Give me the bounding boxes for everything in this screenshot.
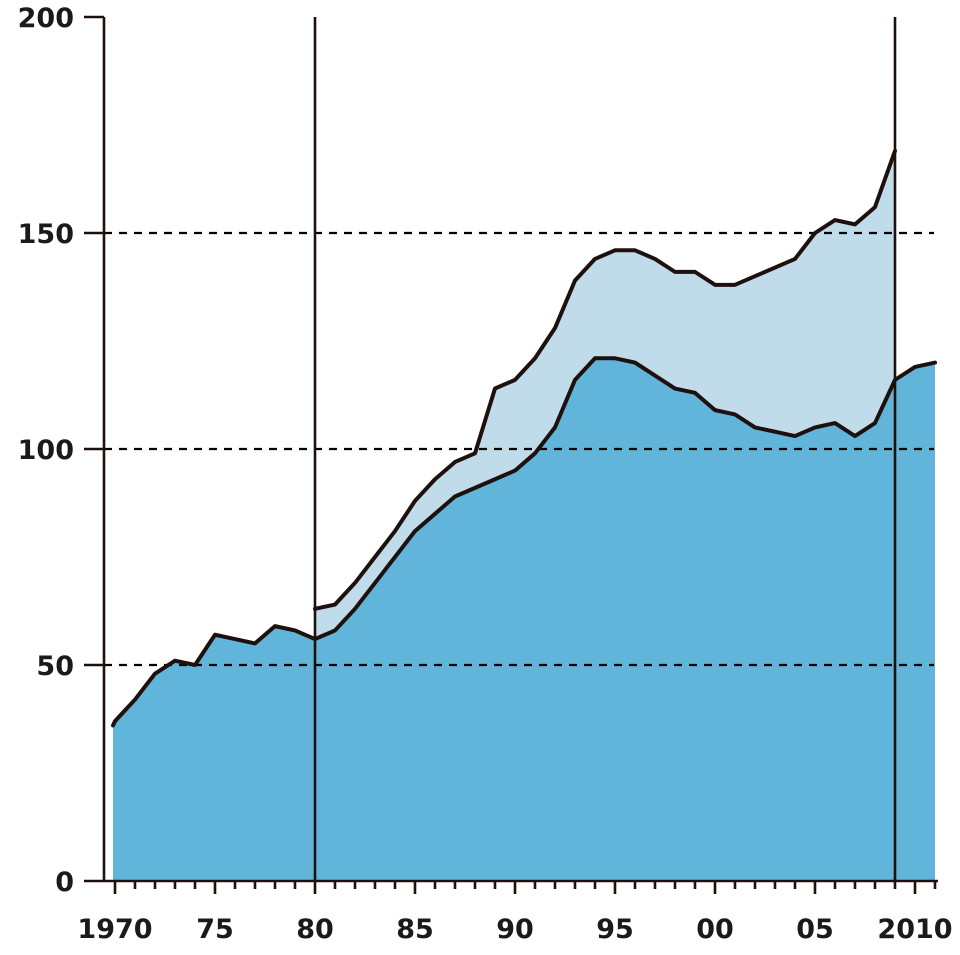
x-tick-label-1980: 80 <box>296 914 334 945</box>
series-line-lower <box>111 356 937 728</box>
x-tick-label-1985: 85 <box>396 914 434 945</box>
chart-areas <box>113 150 935 881</box>
chart-gridlines <box>104 231 934 667</box>
x-tick-label-1990: 90 <box>496 914 534 945</box>
series-line-upper <box>313 148 897 611</box>
area-upper-band <box>315 150 895 640</box>
chart-axes <box>84 15 938 894</box>
x-tick-label-2010: 2010 <box>877 914 952 945</box>
x-tick-label-2005: 05 <box>796 914 834 945</box>
x-tick-label-2000: 00 <box>696 914 734 945</box>
chart-series-lines <box>111 148 937 728</box>
chart-dividers <box>313 17 897 881</box>
x-tick-label-1970: 1970 <box>77 914 152 945</box>
chart-tick-labels: 0 50 100 150 200 1970 75 80 85 90 95 00 05 2010 <box>18 3 953 945</box>
y-tick-label-150: 150 <box>18 219 74 250</box>
x-tick-label-1975: 75 <box>196 914 234 945</box>
area-lower-series <box>113 358 935 881</box>
y-tick-label-100: 100 <box>18 435 74 466</box>
y-tick-label-200: 200 <box>18 3 74 34</box>
y-tick-label-0: 0 <box>55 867 74 898</box>
y-tick-label-50: 50 <box>36 651 74 682</box>
x-tick-label-1995: 95 <box>596 914 634 945</box>
